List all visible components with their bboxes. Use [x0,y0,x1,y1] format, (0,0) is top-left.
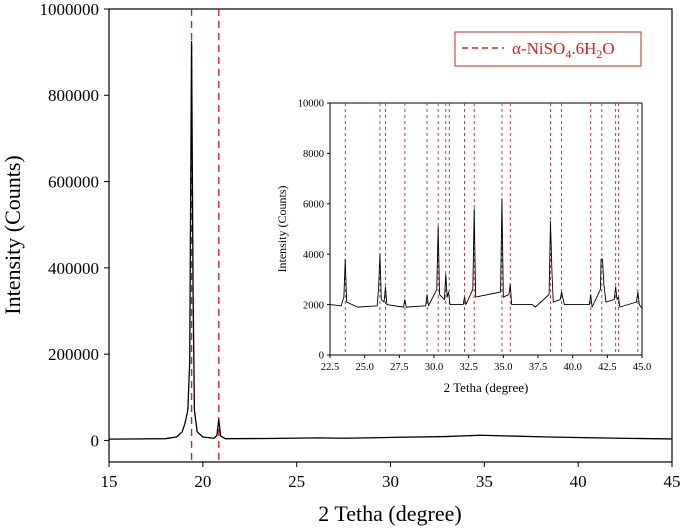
x-tick-label: 25.0 [355,362,373,373]
x-tick-label: 15 [101,472,118,491]
y-tick-label: 4000 [303,250,324,261]
x-tick-label: 30 [382,472,399,491]
main-x-axis-label: 2 Tetha (degree) [318,501,461,526]
main-reference-lines [190,9,220,462]
y-tick-label: 6000 [303,199,324,210]
x-tick-label: 42.5 [598,362,616,373]
x-tick-label: 27.5 [390,362,408,373]
inset-series [329,198,643,309]
y-tick-label: 600000 [48,173,99,192]
legend: α-NiSO4.6H2O [454,31,642,67]
inset-plot-frame [329,102,643,356]
x-tick-label: 45 [664,472,681,491]
inset-x-axis-label: 2 Tetha (degree) [444,380,529,395]
y-tick-label: 0 [319,351,324,362]
x-tick-label: 30.0 [425,362,443,373]
main-y-axis-label: Intensity (Counts) [0,155,25,315]
x-tick-label: 25 [288,472,305,491]
y-tick-label: 1000000 [40,0,100,19]
x-tick-label: 22.5 [321,362,339,373]
x-tick-label: 35.0 [494,362,512,373]
series-line [108,40,673,440]
x-tick-label: 45.0 [633,362,651,373]
y-tick-label: 8000 [303,149,324,160]
x-tick-label: 37.5 [529,362,547,373]
x-tick-label: 35 [476,472,493,491]
y-tick-label: 800000 [48,86,99,105]
inset-y-axis: 0 2000 4000 6000 8000 10000 [298,99,330,362]
inset-plot: 22.5 25.0 27.5 30.0 32.5 35.0 37.5 40.0 42.5 45.0… [275,99,651,395]
x-tick-label: 32.5 [459,362,477,373]
y-tick-label: 400000 [48,259,99,278]
y-tick-label: 10000 [298,99,324,110]
y-tick-label: 2000 [303,300,324,311]
y-tick-label: 0 [91,431,100,450]
inset-y-axis-label: Intensity (Counts) [275,186,289,273]
legend-entry: α-NiSO4.6H2O [512,39,615,61]
inset-x-axis: 22.5 25.0 27.5 30.0 32.5 35.0 37.5 40.0 42.5 45.0 [321,355,651,373]
main-x-axis: 15 20 25 30 35 40 45 [101,462,681,491]
x-tick-label: 20 [194,472,211,491]
x-tick-label: 40 [570,472,587,491]
main-series [108,40,673,440]
main-y-axis: 0 200000 400000 600000 800000 1000000 [40,0,109,450]
series-line [329,198,643,309]
legend-box [454,31,642,67]
y-tick-label: 200000 [48,345,99,364]
x-tick-label: 40.0 [563,362,581,373]
